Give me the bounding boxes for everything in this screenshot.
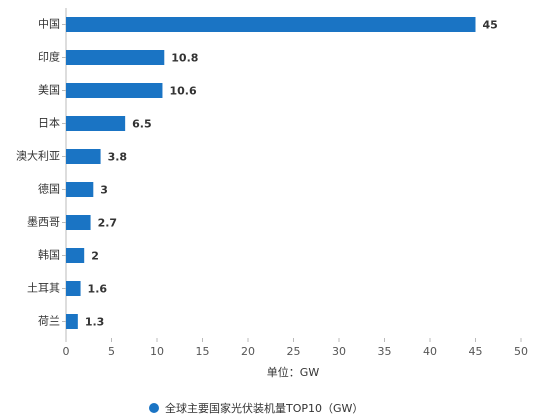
y-tick-label: 土耳其: [27, 282, 60, 295]
value-label: 2: [91, 250, 99, 263]
x-tick-label: 40: [423, 345, 437, 358]
x-tick-label: 45: [469, 345, 483, 358]
y-tick-label: 日本: [38, 116, 60, 130]
value-label: 1.6: [88, 283, 108, 296]
value-label: 10.6: [169, 85, 196, 98]
bar: [66, 83, 163, 98]
bar: [66, 314, 78, 329]
y-tick-label: 德国: [38, 182, 60, 196]
x-tick-label: 20: [241, 345, 255, 358]
x-tick-label: 0: [63, 345, 70, 358]
y-tick-label: 韩国: [38, 248, 60, 262]
value-label: 3: [100, 184, 108, 197]
value-label: 3.8: [108, 151, 128, 164]
bar: [66, 116, 126, 131]
y-tick-label: 荷兰: [38, 315, 60, 328]
x-tick-label: 35: [378, 345, 392, 358]
x-tick-label: 25: [287, 345, 301, 358]
x-tick-label: 5: [108, 345, 115, 358]
value-label: 45: [483, 19, 498, 32]
bar: [66, 17, 476, 32]
x-tick-label: 30: [332, 345, 346, 358]
y-tick-label: 澳大利亚: [16, 149, 60, 163]
value-label: 10.8: [171, 52, 198, 65]
bar: [66, 248, 85, 263]
bar: [66, 149, 101, 164]
x-tick-label: 10: [150, 345, 164, 358]
y-tick-label: 墨西哥: [27, 216, 60, 229]
bar: [66, 50, 165, 65]
value-label: 1.3: [85, 316, 105, 329]
value-label: 2.7: [98, 217, 118, 230]
bar: [66, 215, 91, 230]
y-tick-label: 中国: [38, 18, 60, 31]
y-tick-label: 美国: [38, 84, 60, 97]
legend-marker: [149, 403, 159, 413]
x-tick-label: 50: [514, 345, 528, 358]
bar: [66, 281, 81, 296]
bar: [66, 182, 94, 197]
x-axis-label: 单位：GW: [267, 365, 320, 379]
y-tick-label: 印度: [38, 50, 60, 64]
legend-label: 全球主要国家光伏装机量TOP10（GW）: [165, 401, 363, 415]
value-label: 6.5: [132, 118, 152, 131]
x-tick-label: 15: [196, 345, 210, 358]
